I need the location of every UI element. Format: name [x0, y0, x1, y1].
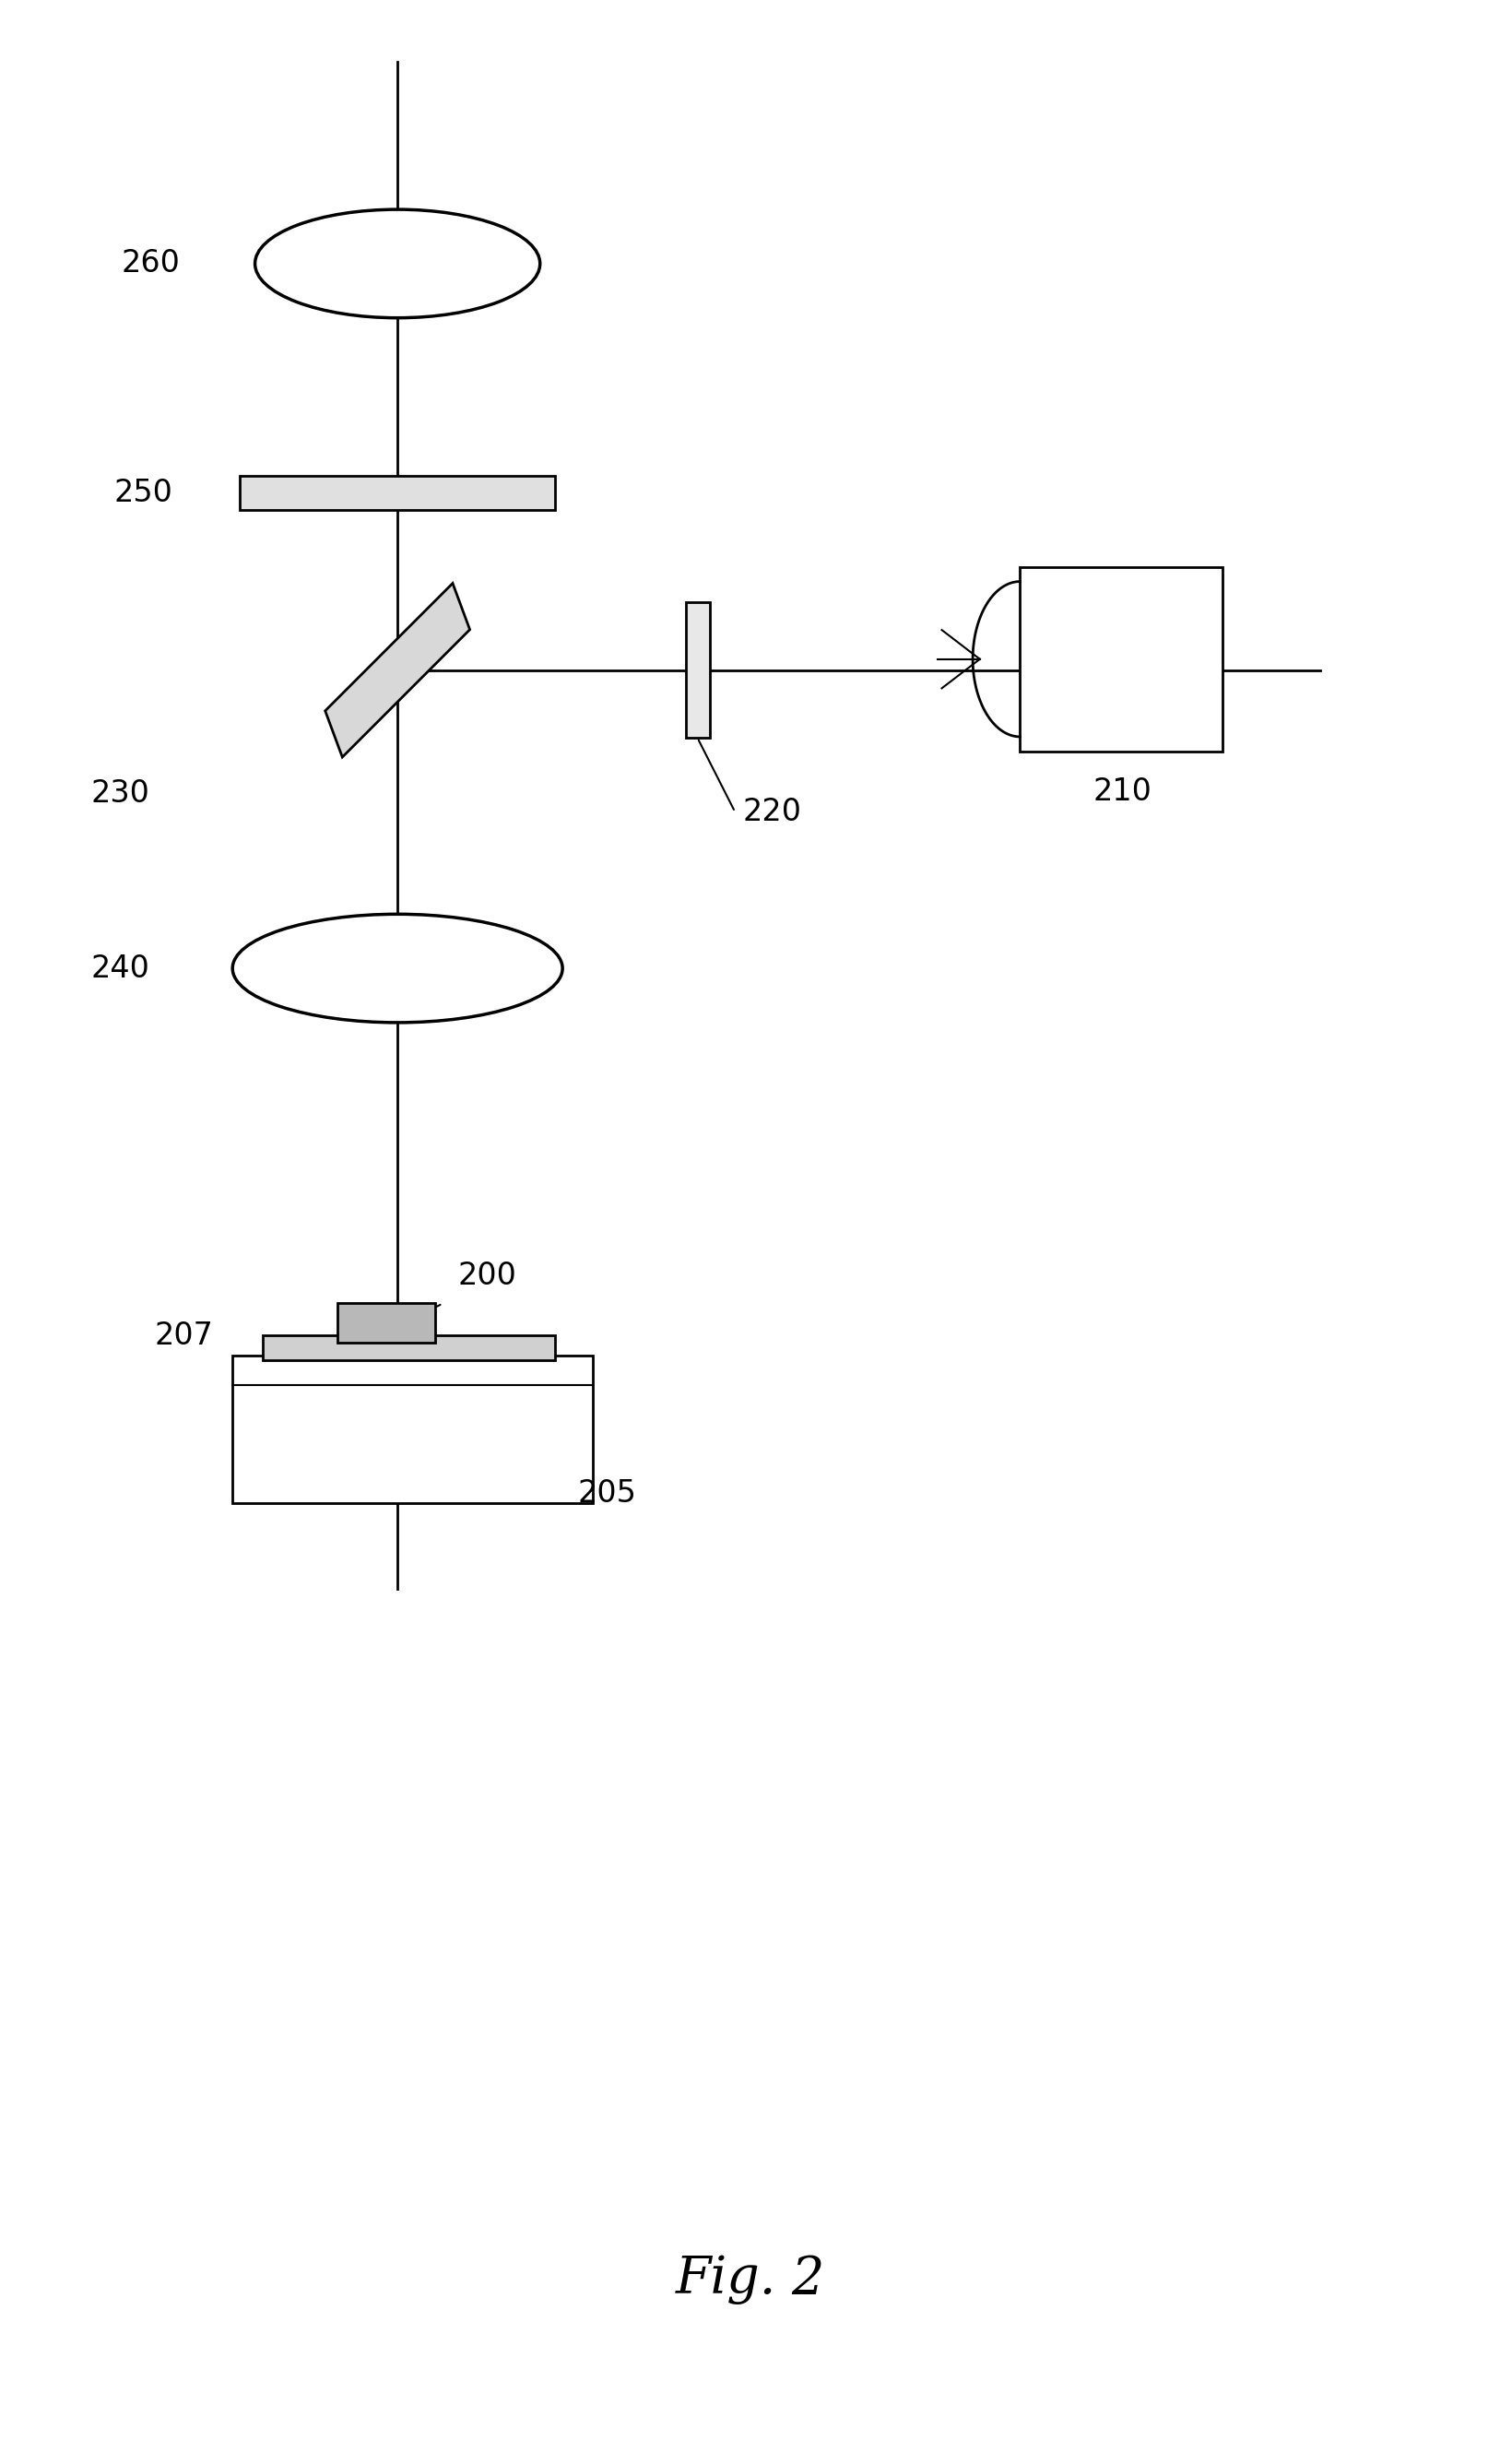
Text: 260: 260	[122, 249, 180, 278]
Text: 220: 220	[742, 796, 801, 828]
Text: 205: 205	[578, 1478, 636, 1508]
Bar	[232, 1355, 592, 1503]
Bar	[338, 1303, 435, 1343]
Bar	[262, 1335, 555, 1360]
Text: 230: 230	[92, 779, 150, 808]
Text: 210: 210	[1092, 776, 1152, 806]
Text: 207: 207	[154, 1321, 213, 1350]
Ellipse shape	[255, 209, 540, 318]
Bar	[1020, 567, 1222, 752]
Text: 250: 250	[114, 478, 173, 508]
Polygon shape	[325, 584, 470, 756]
Text: 240: 240	[92, 954, 150, 983]
Text: 200: 200	[458, 1262, 516, 1291]
Text: Fig. 2: Fig. 2	[675, 2255, 825, 2304]
Bar	[686, 604, 709, 739]
Ellipse shape	[232, 914, 562, 1023]
Bar	[240, 476, 555, 510]
